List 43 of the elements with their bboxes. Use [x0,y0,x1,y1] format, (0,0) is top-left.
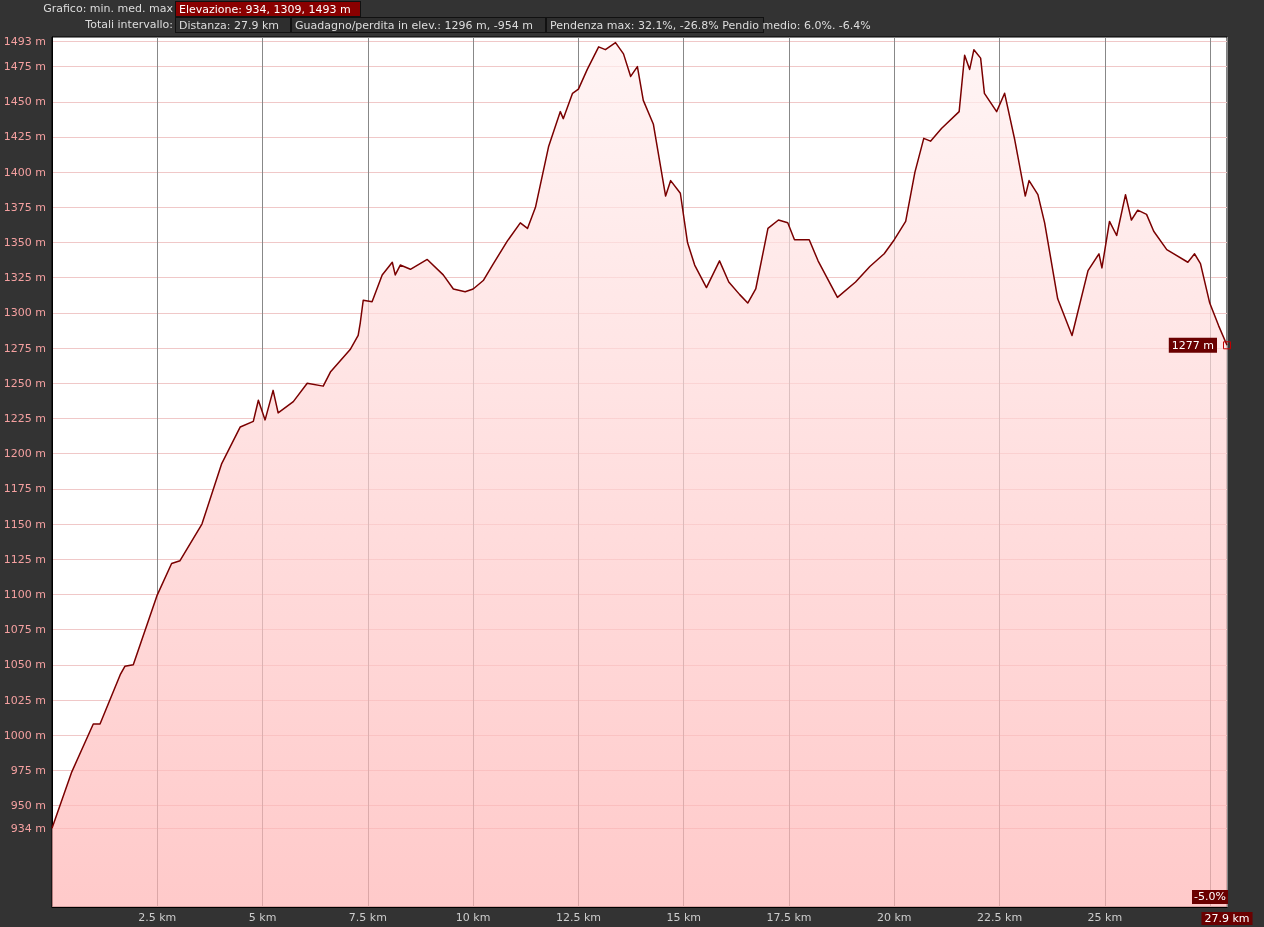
y-tick-label: 1200 m [3,447,46,461]
x-tick-label: 12.5 km [555,911,601,924]
y-tick-label: 1075 m [3,623,46,637]
y-tick-label: 1150 m [3,517,46,531]
x-tick-label: 17.5 km [766,911,812,924]
annotation: -5.0% [1192,890,1228,904]
y-tick-label: 1493 m [3,34,46,48]
x-tick-label: 10 km [455,911,491,924]
x-tick-label: 27.9 km [1204,912,1250,925]
text: Pendenza max: 32.1%, -26.8% Pendio medio: 6.0%. -6.4% [549,18,871,33]
y-tick-label: 1300 m [3,306,46,320]
text: Elevazione: 934, 1309, 1493 m [175,1,361,17]
x-tick-label: 22.5 km [977,911,1023,924]
y-tick-label: 1025 m [3,693,46,707]
y-tick-label: 1475 m [3,60,46,74]
text: Guadagno/perdita in elev.: 1296 m, -954 m [291,17,546,33]
text: Totali intervallo: [84,17,173,33]
y-tick-label: 1100 m [3,587,46,601]
x-tick-label: 7.5 km [348,911,387,924]
y-tick-label: 1275 m [3,341,46,355]
y-tick-label: 1250 m [3,376,46,390]
y-tick-label: 1050 m [3,658,46,672]
x-tick-label: 5 km [248,911,277,924]
text: Distanza: 27.9 km [175,17,291,33]
x-tick-label: 2.5 km [138,911,177,924]
y-tick-label: 1125 m [3,552,46,566]
x-tick-label: 20 km [877,911,912,924]
y-tick-label: 1225 m [3,412,46,425]
y-tick-label: 1425 m [3,130,46,144]
x-tick-label: 25 km [1087,911,1123,924]
y-tick-label: 1175 m [3,482,46,496]
y-tick-label: 1000 m [3,728,46,742]
y-tick-label: 1325 m [3,271,46,285]
y-tick-label: 1450 m [3,95,46,109]
text: Grafico: min. med. max [42,1,173,17]
x-tick-label: 15 km [666,911,702,924]
y-tick-label: 975 m [10,763,46,777]
y-tick-label: 950 m [10,799,46,813]
y-tick-label: 1375 m [3,200,46,214]
y-tick-label: 1350 m [3,236,46,250]
y-tick-label: 1400 m [3,165,46,179]
annotation: 1277 m [1171,338,1214,352]
y-tick-label: 934 m [10,821,46,835]
